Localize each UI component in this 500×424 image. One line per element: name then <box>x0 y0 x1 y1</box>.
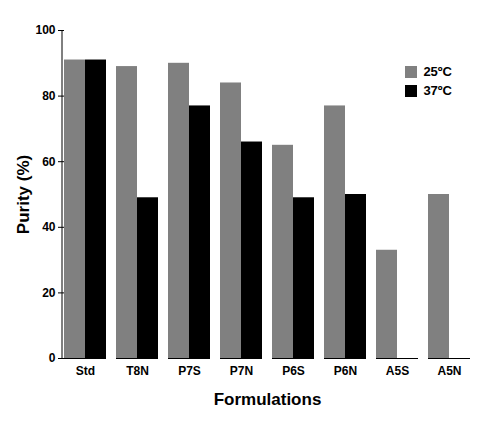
svg-text:P6N: P6N <box>334 364 357 378</box>
html-text:37ºC: 37ºC <box>423 83 452 98</box>
svg-text:P7S: P7S <box>178 364 201 378</box>
svg-text:80: 80 <box>42 89 56 103</box>
html-text:25ºC: 25ºC <box>423 64 452 79</box>
svg-text:A5S: A5S <box>386 364 409 378</box>
svg-text:60: 60 <box>42 155 56 169</box>
svg-text:Purity (%): Purity (%) <box>14 155 33 234</box>
svg-text:P6S: P6S <box>282 364 305 378</box>
svg-text:Formulations: Formulations <box>214 390 322 409</box>
svg-text:40: 40 <box>42 220 56 234</box>
svg-text:20: 20 <box>42 286 56 300</box>
svg-text:0: 0 <box>49 351 56 365</box>
svg-text:100: 100 <box>35 23 55 37</box>
svg-text:P7N: P7N <box>230 364 253 378</box>
svg-text:A5N: A5N <box>437 364 461 378</box>
svg-text:T8N: T8N <box>126 364 149 378</box>
svg-text:Std: Std <box>76 364 95 378</box>
